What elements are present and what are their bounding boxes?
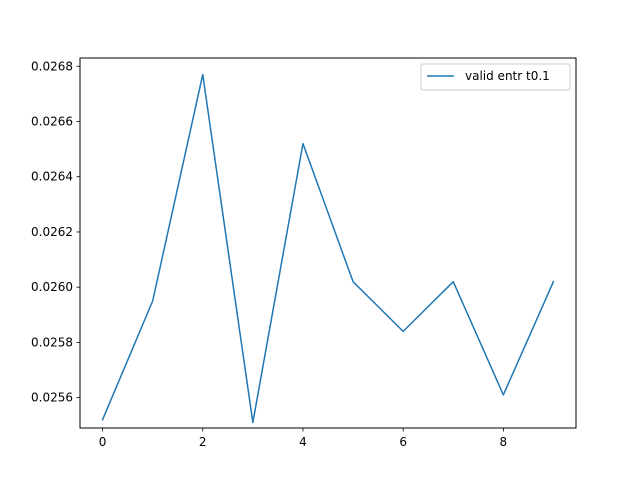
plot-frame [79,57,577,429]
y-tick-label: 0.0266 [31,115,73,129]
ticks-layer: 0 2 4 6 8 0.0256 0.0258 0.0260 0.0262 0.0264 0.026… [31,59,507,449]
legend-label: valid entr t0.1 [465,69,550,83]
legend: valid entr t0.1 [420,63,571,91]
x-tick-label: 0 [99,435,107,449]
y-tick-label: 0.0268 [31,59,73,73]
x-tick-label: 2 [199,435,207,449]
series-line [101,73,555,424]
y-tick-label: 0.0258 [31,335,73,349]
legend-box [420,63,571,91]
x-tick-label: 8 [500,435,508,449]
y-tick-label: 0.0260 [31,280,73,294]
x-tick-label: 6 [399,435,407,449]
y-tick-label: 0.0262 [31,225,73,239]
plot-background [80,58,576,428]
x-tick-label: 4 [299,435,307,449]
y-tick-label: 0.0264 [31,170,73,184]
series-layer [101,73,555,424]
y-tick-label: 0.0256 [31,391,73,405]
